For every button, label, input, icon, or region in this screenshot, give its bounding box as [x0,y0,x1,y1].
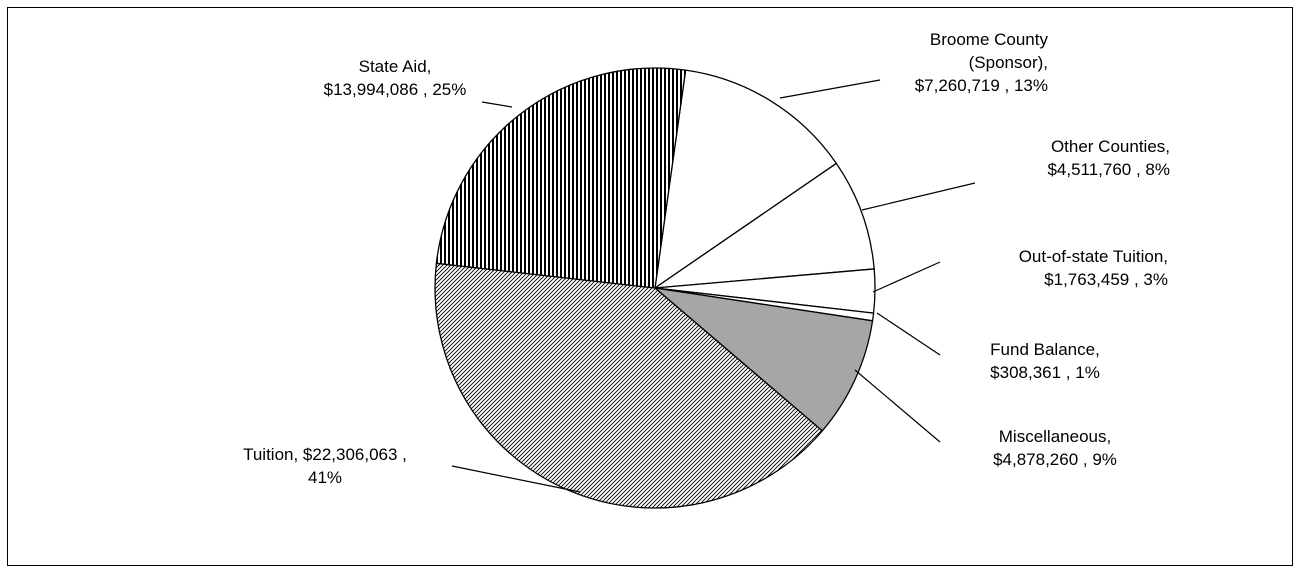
data-label-miscellaneous: Miscellaneous, $4,878,260 , 9% [993,427,1117,469]
pie-slice-miscellaneous [654,287,874,432]
data-label-tuition: Tuition, $22,306,063 , 41% [243,445,407,487]
leader-line-out-of-state-tuition [872,261,941,293]
pie-slice-broome-county-sponsor [654,69,837,289]
pie-slice-state-aid [435,67,687,289]
pie-slice-other-counties [654,162,875,289]
pie-slices [434,67,876,509]
leader-line-other-counties [861,182,976,211]
data-label-broome-county-sponsor: Broome County (Sponsor), $7,260,719 , 13% [915,30,1049,95]
data-label-fund-balance: Fund Balance, $308,361 , 1% [990,340,1100,382]
leader-line-state-aid [481,101,513,108]
leader-line-miscellaneous [854,369,941,443]
data-label-other-counties: Other Counties, $4,511,760 , 8% [1047,137,1170,179]
data-label-out-of-state-tuition: Out-of-state Tuition, $1,763,459 , 3% [1019,247,1168,289]
data-labels: Broome County (Sponsor), $7,260,719 , 13% O… [243,30,1170,487]
data-label-state-aid: State Aid, $13,994,086 , 25% [324,57,467,99]
leader-lines [451,79,976,493]
leader-line-broome-county-sponsor [779,79,881,99]
leader-line-tuition [451,465,581,493]
leader-line-fund-balance [876,312,941,356]
